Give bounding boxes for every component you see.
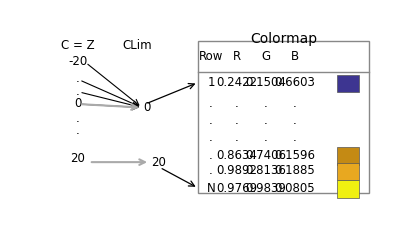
Text: .: . <box>235 114 239 127</box>
Text: .: . <box>293 97 297 110</box>
Text: 0: 0 <box>74 97 81 110</box>
Text: 0.7406: 0.7406 <box>245 149 286 162</box>
Text: Row: Row <box>199 50 223 63</box>
Text: .: . <box>209 164 213 177</box>
FancyBboxPatch shape <box>337 163 359 180</box>
Text: .: . <box>76 124 80 137</box>
Text: .: . <box>209 114 213 127</box>
Text: .: . <box>209 97 213 110</box>
Text: .: . <box>209 149 213 162</box>
Text: .: . <box>76 72 80 86</box>
FancyBboxPatch shape <box>337 147 359 165</box>
Text: 0.9769: 0.9769 <box>216 182 257 195</box>
Text: CLim: CLim <box>122 39 152 52</box>
Text: .: . <box>264 131 268 144</box>
Text: 0.9839: 0.9839 <box>245 182 286 195</box>
Text: -20: -20 <box>68 55 87 68</box>
Text: .: . <box>235 97 239 110</box>
Text: 0: 0 <box>144 101 151 114</box>
Text: Colormap: Colormap <box>250 32 317 46</box>
Text: .: . <box>209 131 213 144</box>
Text: R: R <box>233 50 241 63</box>
Text: 0.0805: 0.0805 <box>274 182 315 195</box>
FancyBboxPatch shape <box>337 180 359 198</box>
Text: 0.9892: 0.9892 <box>216 164 257 177</box>
Text: 0.1504: 0.1504 <box>245 76 286 89</box>
Text: 20: 20 <box>70 152 85 165</box>
Text: 0.2422: 0.2422 <box>216 76 257 89</box>
Text: 0.1885: 0.1885 <box>274 164 315 177</box>
Text: .: . <box>76 85 80 98</box>
Text: .: . <box>293 114 297 127</box>
Text: .: . <box>264 97 268 110</box>
Text: 0.8136: 0.8136 <box>245 164 286 177</box>
Text: .: . <box>76 112 80 125</box>
Text: 0.6603: 0.6603 <box>274 76 315 89</box>
Text: N: N <box>207 182 215 195</box>
Text: .: . <box>264 114 268 127</box>
Text: G: G <box>261 50 270 63</box>
Text: 20: 20 <box>151 156 166 169</box>
FancyBboxPatch shape <box>198 41 369 193</box>
FancyBboxPatch shape <box>337 75 359 92</box>
Text: B: B <box>290 50 299 63</box>
Text: .: . <box>235 131 239 144</box>
Text: C = Z: C = Z <box>61 39 95 52</box>
Text: 0.1596: 0.1596 <box>274 149 315 162</box>
Text: 1: 1 <box>208 76 215 89</box>
Text: 0.8634: 0.8634 <box>216 149 257 162</box>
Text: .: . <box>293 131 297 144</box>
